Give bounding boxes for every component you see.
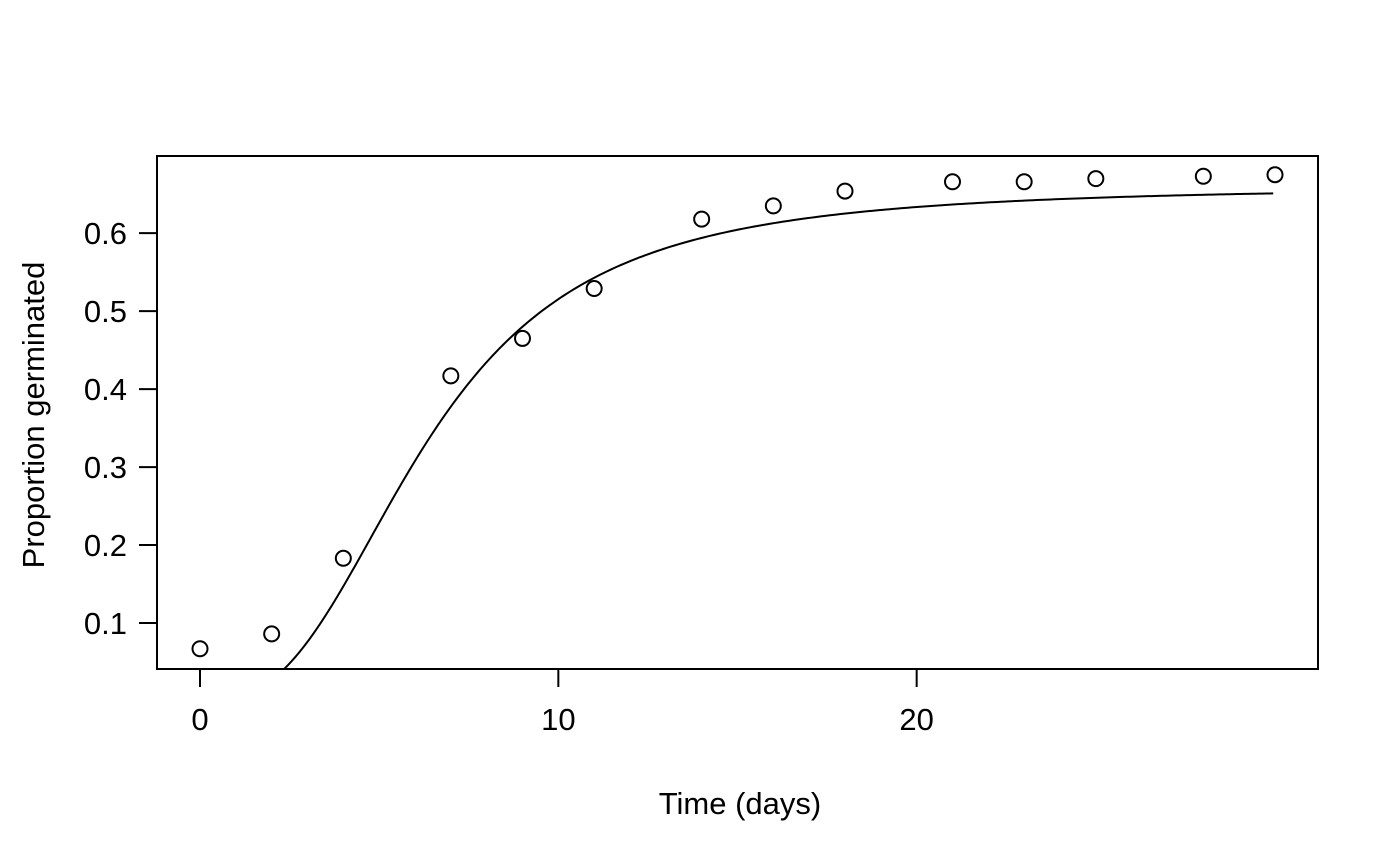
data-point [693, 210, 711, 228]
data-point [1266, 166, 1284, 184]
x-tick-label: 0 [191, 702, 208, 737]
y-axis-ticks: 0.1 0.2 0.3 0.4 0.5 0.6 [84, 216, 157, 641]
x-axis-ticks: 0 10 20 [191, 669, 934, 737]
y-tick-label: 0.1 [84, 606, 127, 641]
data-point [263, 625, 281, 643]
x-tick-label: 10 [541, 702, 575, 737]
data-point [191, 640, 209, 658]
data-point [1194, 167, 1212, 185]
y-tick-label: 0.3 [84, 450, 127, 485]
data-point [585, 280, 603, 298]
fitted-curve-line [282, 192, 1274, 669]
x-tick-label: 20 [899, 702, 933, 737]
data-point [334, 549, 352, 567]
data-point [1015, 173, 1033, 191]
plot-box-border [156, 155, 1319, 670]
data-point [944, 173, 961, 191]
data-point [836, 182, 854, 200]
data-point [1087, 170, 1105, 188]
y-tick-label: 0.5 [84, 294, 127, 329]
data-point [514, 329, 531, 347]
data-points [191, 166, 1284, 658]
data-point [764, 197, 782, 215]
y-axis-title: Proportion germinated [16, 262, 51, 569]
y-tick-label: 0.4 [84, 372, 127, 407]
y-tick-label: 0.2 [84, 528, 127, 563]
y-tick-label: 0.6 [84, 216, 127, 251]
data-point [442, 367, 460, 385]
x-axis-title: Time (days) [659, 786, 821, 821]
